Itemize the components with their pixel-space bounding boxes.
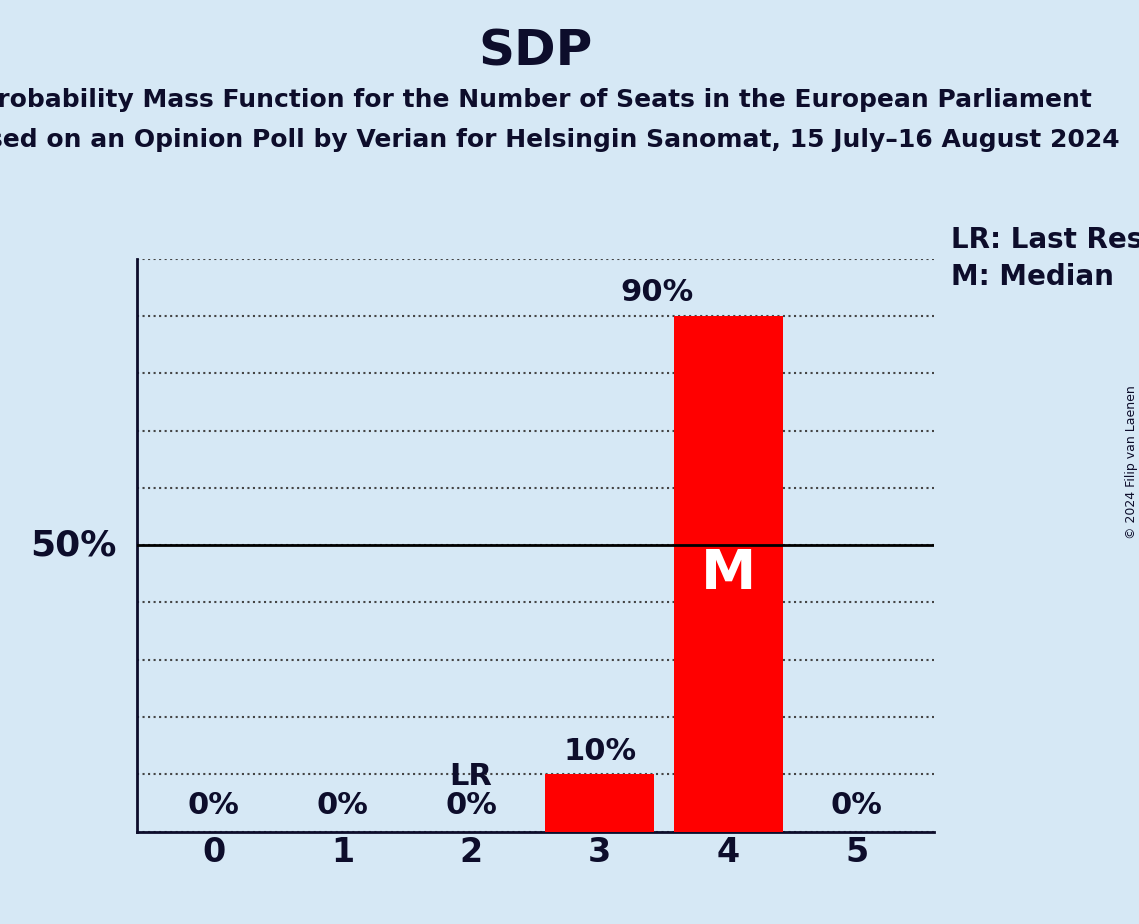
Text: 0%: 0%: [317, 791, 368, 821]
Text: 10%: 10%: [563, 736, 637, 766]
Bar: [544, 774, 654, 832]
Text: Probability Mass Function for the Number of Seats in the European Parliament: Probability Mass Function for the Number…: [0, 88, 1092, 112]
Text: 0%: 0%: [830, 791, 883, 821]
Text: LR: Last Result: LR: Last Result: [951, 226, 1139, 254]
Text: 0%: 0%: [445, 791, 497, 821]
Text: Based on an Opinion Poll by Verian for Helsingin Sanomat, 15 July–16 August 2024: Based on an Opinion Poll by Verian for H…: [0, 128, 1120, 152]
Text: © 2024 Filip van Laenen: © 2024 Filip van Laenen: [1124, 385, 1138, 539]
Text: M: Median: M: Median: [951, 263, 1114, 291]
Text: 0%: 0%: [188, 791, 240, 821]
Text: M: M: [700, 547, 756, 601]
Text: LR: LR: [450, 762, 492, 792]
Text: 50%: 50%: [31, 529, 117, 562]
Text: SDP: SDP: [478, 28, 592, 76]
Bar: [673, 316, 782, 832]
Text: 90%: 90%: [621, 278, 694, 308]
